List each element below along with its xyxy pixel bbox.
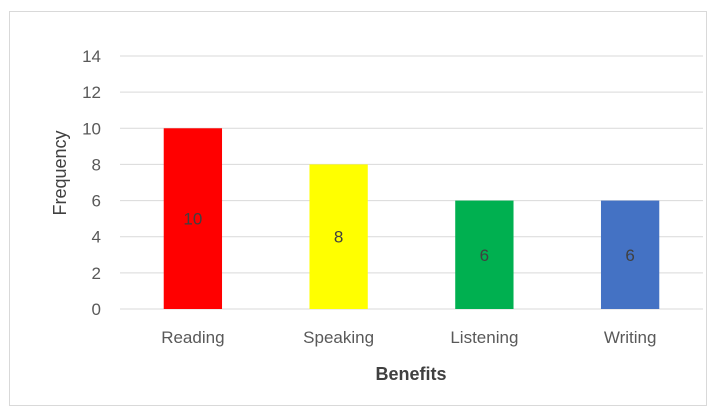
y-axis-ticks: 0 2 4 6 8 10 12 14 xyxy=(82,47,101,319)
bars xyxy=(163,128,660,309)
bar-listening xyxy=(455,200,514,309)
x-tick-label: Reading xyxy=(161,328,224,347)
x-axis-title: Benefits xyxy=(375,364,446,384)
data-labels: 10 8 6 6 xyxy=(183,210,634,265)
data-label: 6 xyxy=(625,246,634,265)
y-axis-title: Frequency xyxy=(50,130,70,215)
data-label: 8 xyxy=(334,228,343,247)
y-tick-label: 2 xyxy=(92,264,101,283)
bar-writing xyxy=(600,200,660,309)
x-tick-label: Speaking xyxy=(303,328,374,347)
x-tick-label: Writing xyxy=(604,328,657,347)
y-tick-label: 10 xyxy=(82,119,101,138)
bar-speaking xyxy=(309,164,368,309)
x-axis-ticks: Reading Speaking Listening Writing xyxy=(161,328,656,347)
data-label: 10 xyxy=(183,210,202,229)
y-tick-label: 0 xyxy=(92,300,101,319)
y-tick-label: 4 xyxy=(92,228,101,247)
y-tick-label: 12 xyxy=(82,83,101,102)
bar-reading xyxy=(163,128,223,309)
y-tick-label: 6 xyxy=(92,192,101,211)
data-label: 6 xyxy=(480,246,489,265)
y-tick-label: 14 xyxy=(82,47,101,66)
y-tick-label: 8 xyxy=(92,155,101,174)
x-tick-label: Listening xyxy=(450,328,518,347)
